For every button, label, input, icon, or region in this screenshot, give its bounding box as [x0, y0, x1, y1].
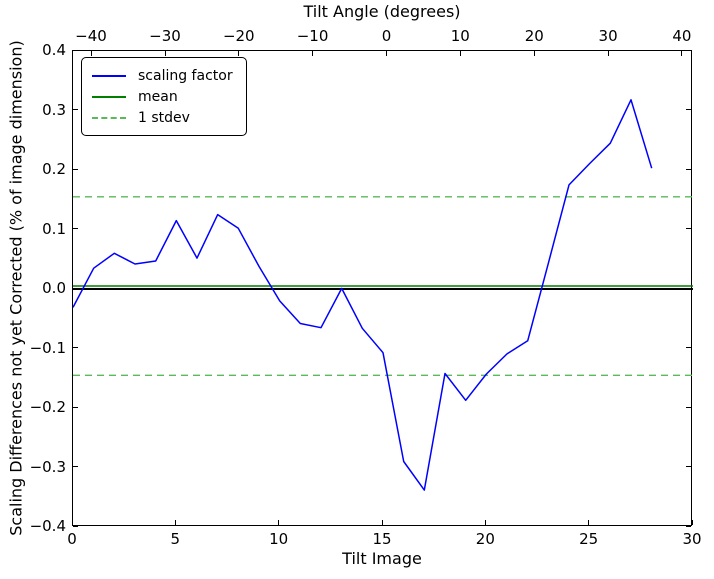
y-tick-label: −0.4 — [29, 516, 66, 535]
scaling-factor-line — [73, 99, 653, 491]
x-tick-label: 15 — [372, 530, 392, 548]
y-tick-right — [686, 466, 691, 467]
x-tick — [71, 520, 73, 525]
green-line-sample — [92, 95, 126, 98]
x-tick-label: 25 — [579, 530, 599, 548]
y-tick-right — [686, 287, 691, 289]
y-tick — [73, 525, 78, 527]
top-tick — [533, 51, 535, 56]
y-tick — [73, 168, 78, 170]
x-tick — [174, 520, 176, 525]
y-tick-right — [686, 525, 691, 527]
x-tick — [381, 520, 383, 525]
x-tick-label: 20 — [475, 530, 495, 548]
y-tick-label: 0.1 — [42, 219, 66, 238]
top-tick-label: 10 — [450, 27, 470, 45]
y-tick-label: 0.4 — [42, 40, 66, 59]
top-tick — [459, 51, 461, 56]
y-tick — [73, 228, 78, 229]
top-tick-label: 0 — [381, 27, 392, 45]
x-tick — [484, 520, 486, 525]
top-tick — [681, 51, 683, 56]
top-tick-label: 30 — [598, 27, 618, 45]
top-tick — [607, 51, 609, 56]
blue-line-sample — [92, 74, 126, 77]
top-tick-label: 20 — [524, 27, 544, 45]
legend-item-mean: mean — [92, 86, 238, 107]
legend-item-stdev: 1 stdev — [92, 107, 238, 128]
x-tick-label: 30 — [682, 530, 702, 548]
chart-canvas — [73, 99, 693, 491]
y-tick — [73, 347, 78, 348]
y-tick-right — [686, 109, 691, 110]
x-tick-label: 10 — [269, 530, 289, 548]
x-tick-label: 5 — [170, 530, 181, 548]
y-tick — [73, 109, 78, 110]
legend: scaling factor mean 1 stdev — [81, 57, 247, 136]
top-tick — [90, 51, 92, 56]
x-axis-label: Tilt Image — [342, 549, 422, 568]
legend-label: scaling factor — [138, 67, 233, 84]
x-tick — [691, 520, 693, 525]
top-tick — [164, 51, 166, 56]
top-tick-label: −10 — [296, 27, 329, 45]
y-tick-label: −0.2 — [29, 397, 66, 416]
x-tick — [588, 520, 590, 525]
y-tick — [73, 49, 78, 51]
legend-label: 1 stdev — [138, 109, 190, 126]
y-tick-right — [686, 406, 691, 408]
x-tick-label: 0 — [67, 530, 77, 548]
top-tick-label: 40 — [672, 27, 692, 45]
top-tick — [312, 51, 314, 56]
top-axis-title: Tilt Angle (degrees) — [303, 2, 461, 21]
top-tick-label: −40 — [75, 27, 107, 45]
y-tick — [73, 466, 78, 467]
y-tick — [73, 406, 78, 408]
y-tick-label: 0.2 — [42, 159, 66, 178]
y-tick-label: 0.0 — [42, 278, 66, 297]
top-tick — [238, 51, 240, 56]
y-tick-right — [686, 168, 691, 170]
y-tick — [73, 287, 78, 289]
x-tick — [278, 520, 280, 525]
top-tick — [386, 51, 388, 56]
y-tick-right — [686, 228, 691, 229]
top-tick-label: −20 — [222, 27, 255, 45]
legend-label: mean — [138, 88, 178, 105]
top-tick-label: −30 — [149, 27, 181, 45]
green-dashed-line-sample — [92, 116, 126, 119]
y-tick-label: −0.3 — [29, 457, 66, 476]
y-tick-right — [686, 49, 691, 51]
y-tick-label: 0.3 — [42, 100, 66, 119]
y-tick-label: −0.1 — [29, 338, 66, 357]
legend-item-scaling-factor: scaling factor — [92, 65, 238, 86]
y-tick-right — [686, 347, 691, 348]
